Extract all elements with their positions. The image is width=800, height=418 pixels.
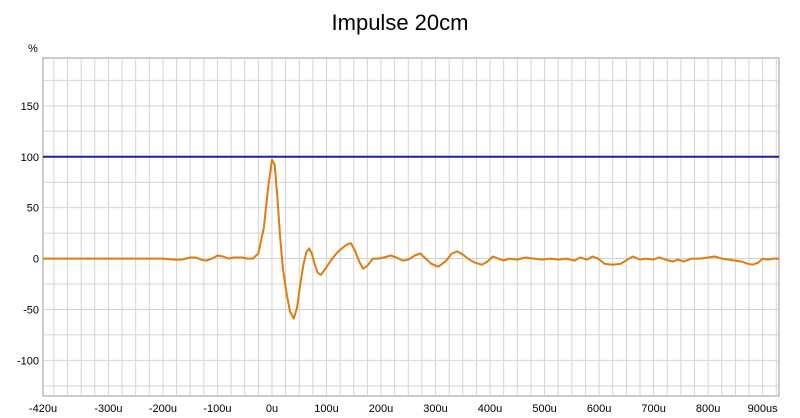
x-tick-label: 500u	[532, 403, 556, 415]
x-tick-label: -300u	[94, 403, 122, 415]
x-tick-label: 300u	[423, 403, 447, 415]
y-tick-label: -50	[23, 304, 39, 316]
x-tick-label: 600u	[587, 403, 611, 415]
x-tick-label: 900us	[748, 403, 778, 415]
y-tick-label: 0	[33, 254, 39, 266]
horizontal-gridlines	[43, 79, 779, 387]
x-tick-label: -200u	[149, 403, 177, 415]
x-tick-label: 800u	[696, 403, 720, 415]
series-group	[43, 158, 779, 320]
x-tick-label: -100u	[203, 403, 231, 415]
y-axis-label: %	[28, 43, 38, 55]
vertical-gridlines	[53, 58, 777, 396]
x-tick-label: -420u	[29, 403, 57, 415]
x-tick-label: 400u	[478, 403, 502, 415]
x-tick-label: 0u	[266, 403, 278, 415]
x-tick-label: 100u	[314, 403, 338, 415]
y-tick-label: 50	[27, 203, 39, 215]
y-tick-label: -100	[17, 355, 39, 367]
chart-title: Impulse 20cm	[331, 10, 469, 35]
x-tick-labels: -420u -300u -200u -100u 0u 100u 200u 300u 400u 50…	[29, 403, 778, 415]
plot-area	[42, 57, 780, 397]
series-line-1	[43, 158, 779, 320]
y-tick-label: 100	[21, 152, 39, 164]
y-tick-label: 150	[21, 101, 39, 113]
x-tick-label: 200u	[369, 403, 393, 415]
y-tick-labels: 150 100 50 0 -50 -100	[17, 101, 39, 368]
x-tick-label: 700u	[641, 403, 665, 415]
